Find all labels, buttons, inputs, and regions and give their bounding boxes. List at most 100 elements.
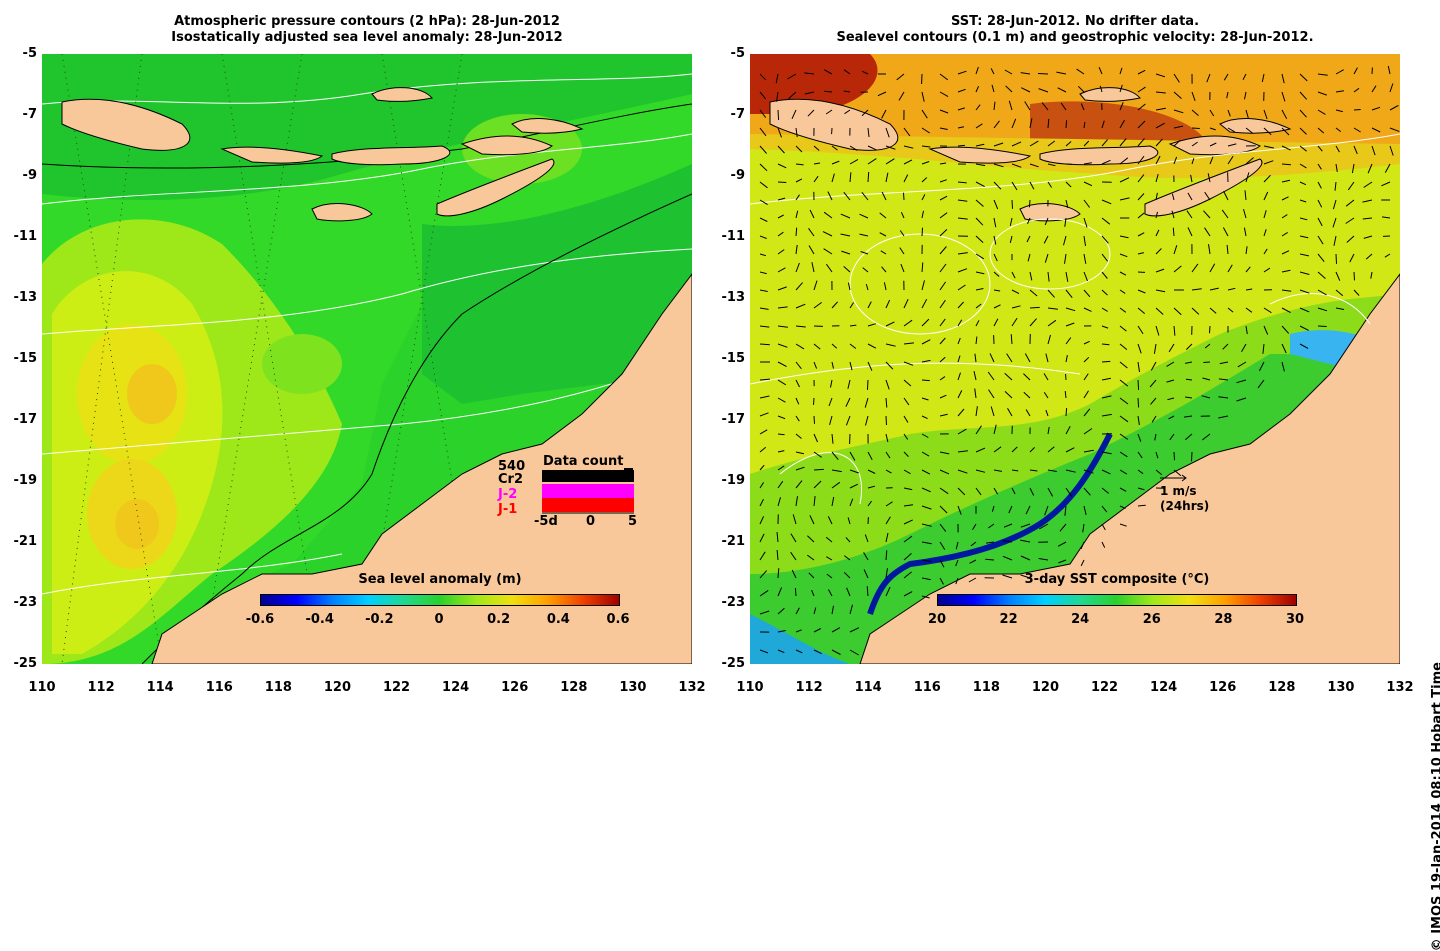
- lon-tick-label: 118: [966, 680, 1006, 695]
- lat-tick-label: -7: [711, 107, 745, 122]
- lat-tick-label: -21: [3, 534, 37, 549]
- lon-tick-label: 124: [1144, 680, 1184, 695]
- data-count-xtick-mid: 0: [586, 514, 595, 529]
- velocity-arrow: [778, 182, 786, 183]
- velocity-arrow: [778, 434, 785, 435]
- velocity-arrow: [1066, 120, 1067, 128]
- colorbar-tick-label: -0.2: [359, 612, 399, 627]
- velocity-arrow: [1173, 228, 1174, 236]
- lon-tick-label: 130: [1321, 680, 1361, 695]
- velocity-scale-label: 1 m/s (24hrs): [1160, 484, 1209, 514]
- data-count-series-j1: J-1: [498, 502, 517, 517]
- lon-tick-label: 110: [22, 680, 62, 695]
- lat-tick-label: -25: [711, 656, 745, 671]
- velocity-arrow: [1336, 254, 1337, 264]
- lat-tick-label: -11: [711, 229, 745, 244]
- lon-tick-label: 120: [1025, 680, 1065, 695]
- lon-tick-label: 122: [377, 680, 417, 695]
- left-title-line1: Atmospheric pressure contours (2 hPa): 2…: [42, 14, 692, 30]
- lat-tick-label: -19: [711, 473, 745, 488]
- lat-tick-label: -17: [3, 412, 37, 427]
- velocity-arrow: [868, 172, 869, 182]
- lon-tick-label: 130: [613, 680, 653, 695]
- lon-tick-label: 114: [140, 680, 180, 695]
- velocity-arrow: [1029, 200, 1030, 207]
- velocity-arrow: [868, 380, 869, 390]
- velocity-arrow: [1030, 307, 1040, 308]
- velocity-arrow: [1203, 362, 1210, 363]
- lon-tick-label: 132: [672, 680, 712, 695]
- lat-tick-label: -25: [3, 656, 37, 671]
- lat-tick-label: -23: [711, 595, 745, 610]
- colorbar-tick-label: 0.4: [538, 612, 578, 627]
- lon-tick-label: 114: [848, 680, 888, 695]
- sla-high-peak1: [127, 364, 177, 424]
- lon-tick-label: 120: [317, 680, 357, 695]
- lon-tick-label: 122: [1085, 680, 1125, 695]
- lon-tick-label: 128: [554, 680, 594, 695]
- velocity-arrow: [778, 110, 779, 120]
- lon-tick-label: 110: [730, 680, 770, 695]
- lon-tick-label: 112: [789, 680, 829, 695]
- lon-tick-label: 132: [1380, 680, 1420, 695]
- velocity-arrow: [1354, 272, 1355, 280]
- velocity-arrow: [1192, 452, 1193, 461]
- lat-tick-label: -15: [711, 351, 745, 366]
- colorbar-tick-label: 22: [989, 612, 1029, 627]
- velocity-arrow: [1210, 326, 1211, 333]
- colorbar-tick-label: -0.6: [240, 612, 280, 627]
- right-title-line1: SST: 28-Jun-2012. No drifter data.: [750, 14, 1400, 30]
- velocity-arrow: [1138, 398, 1139, 408]
- velocity-arrow: [985, 559, 994, 560]
- velocity-arrow: [1354, 110, 1361, 111]
- velocity-arrow: [814, 398, 815, 405]
- velocity-arrow: [795, 588, 796, 596]
- lat-tick-label: -19: [3, 473, 37, 488]
- left-title: Atmospheric pressure contours (2 hPa): 2…: [42, 14, 692, 46]
- lon-tick-label: 116: [907, 680, 947, 695]
- lat-tick-label: -13: [711, 290, 745, 305]
- lon-tick-label: 112: [81, 680, 121, 695]
- colorbar-tick-label: 28: [1203, 612, 1243, 627]
- left-title-line2: Isostatically adjusted sea level anomaly…: [42, 30, 692, 46]
- sla-high-east: [262, 334, 342, 394]
- lat-tick-label: -9: [3, 168, 37, 183]
- velocity-scale-note: (24hrs): [1160, 499, 1209, 514]
- lat-tick-label: -11: [3, 229, 37, 244]
- lon-tick-label: 118: [258, 680, 298, 695]
- lat-tick-label: -5: [3, 46, 37, 61]
- lat-tick-label: -15: [3, 351, 37, 366]
- lon-tick-label: 116: [199, 680, 239, 695]
- lat-tick-label: -17: [711, 412, 745, 427]
- velocity-arrow: [1138, 380, 1139, 390]
- velocity-scale-value: 1 m/s: [1160, 484, 1209, 499]
- velocity-arrow: [1102, 361, 1110, 362]
- velocity-arrow: [922, 228, 923, 236]
- lat-tick-label: -7: [3, 107, 37, 122]
- sst-colorbar: [937, 594, 1297, 606]
- colorbar-tick-label: 24: [1060, 612, 1100, 627]
- velocity-arrow: [1038, 74, 1048, 75]
- velocity-arrow: [814, 416, 815, 424]
- velocity-arrow: [1186, 379, 1192, 380]
- right-title: SST: 28-Jun-2012. No drifter data. Seale…: [750, 14, 1400, 46]
- right-title-line2: Sealevel contours (0.1 m) and geostrophi…: [750, 30, 1400, 46]
- lat-tick-label: -9: [711, 168, 745, 183]
- lon-tick-label: 126: [1203, 680, 1243, 695]
- velocity-arrow: [886, 416, 887, 425]
- colorbar-tick-label: 0: [419, 612, 459, 627]
- lat-tick-label: -21: [711, 534, 745, 549]
- data-count-series-cr2: Cr2: [498, 472, 523, 487]
- lon-tick-label: 124: [436, 680, 476, 695]
- lat-tick-label: -5: [711, 46, 745, 61]
- imos-credit-text: © IMOS 19-Jan-2014 08:10 Hobart Time: [1430, 662, 1440, 951]
- colorbar-tick-label: -0.4: [300, 612, 340, 627]
- data-count-bars: [542, 468, 634, 512]
- velocity-arrow: [1318, 326, 1327, 327]
- velocity-arrow: [1012, 200, 1013, 209]
- lat-tick-label: -23: [3, 595, 37, 610]
- sla-colorbar: [260, 594, 620, 606]
- velocity-arrow: [958, 145, 965, 146]
- lon-tick-label: 126: [495, 680, 535, 695]
- colorbar-tick-label: 26: [1132, 612, 1172, 627]
